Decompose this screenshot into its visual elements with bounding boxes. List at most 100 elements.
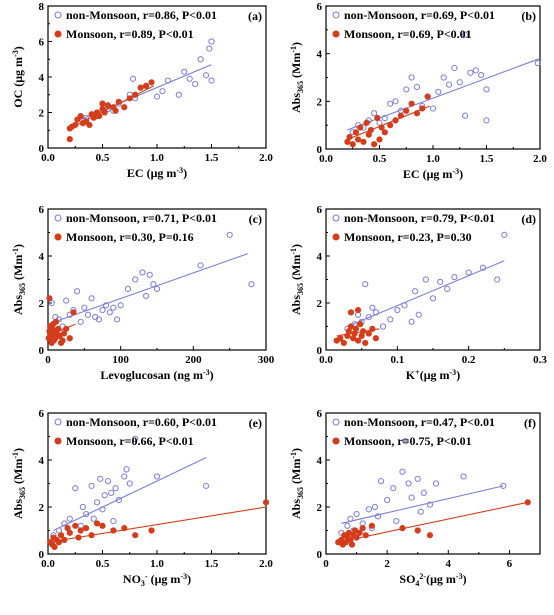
non-monsoon-point <box>99 306 106 314</box>
fit-line <box>341 485 504 524</box>
monsoon-point <box>66 529 73 536</box>
non-monsoon-point <box>465 269 472 276</box>
monsoon-point <box>363 119 370 126</box>
monsoon-point <box>378 124 385 131</box>
monsoon-point <box>413 110 421 117</box>
x-tick-label: 1.0 <box>426 153 440 165</box>
monsoon-point <box>70 309 77 316</box>
monsoon-point <box>262 499 270 506</box>
monsoon-point <box>112 107 119 114</box>
x-tick-label: 0.5 <box>373 153 387 165</box>
y-tick-label: 2 <box>317 96 323 108</box>
x-tick-label: 1.5 <box>205 558 219 570</box>
non-monsoon-point <box>353 510 360 518</box>
non-monsoon-point <box>197 262 204 269</box>
legend-marker <box>54 11 62 19</box>
non-monsoon-point <box>150 281 157 288</box>
non-monsoon-point <box>435 88 442 95</box>
non-monsoon-point <box>208 77 215 84</box>
monsoon-point <box>355 306 362 314</box>
y-tick-label: 2 <box>39 502 45 514</box>
y-axis-title: Abs365 (Mm-1) <box>11 448 27 519</box>
non-monsoon-point <box>81 304 88 311</box>
monsoon-point <box>90 114 97 121</box>
y-tick-label: 0 <box>317 549 323 561</box>
panel-label: (d) <box>521 212 536 226</box>
monsoon-point <box>93 520 101 527</box>
non-monsoon-point <box>192 81 199 88</box>
x-tick-label: 0 <box>323 558 329 570</box>
x-tick-label: 1.5 <box>480 153 494 165</box>
monsoon-point <box>137 84 144 91</box>
non-monsoon-point <box>153 93 161 100</box>
y-tick-label: 2 <box>317 298 323 310</box>
y-axis-title: Abs365 (Mm-1) <box>289 42 305 113</box>
panel-label: (a) <box>248 9 262 23</box>
y-axis-title: Abs365 (Mm-1) <box>11 244 27 315</box>
non-monsoon-point <box>84 311 92 318</box>
monsoon-point <box>132 532 139 539</box>
monsoon-point <box>352 325 360 332</box>
monsoon-point <box>63 325 70 332</box>
fit-line <box>80 64 212 121</box>
y-tick-label: 0 <box>39 345 45 357</box>
monsoon-point <box>362 532 369 539</box>
legend-marker <box>332 437 340 445</box>
chart-panel-f: 0 2 4 6 0 2 4 6 SO42-(μg m-3) Abs365 (Mm-1) (f) non… <box>289 408 541 588</box>
non-monsoon-point <box>139 269 146 276</box>
legend-marker <box>54 214 62 222</box>
non-monsoon-point <box>110 304 117 311</box>
monsoon-point <box>66 335 73 342</box>
monsoon-point <box>399 525 406 532</box>
x-tick-label: 2.0 <box>533 153 547 165</box>
chart-panel-c: 0 100 200 300 0 2 4 6 Levoglucosan (ng m-3) Abs36… <box>11 204 275 382</box>
x-tick-label: 100 <box>112 354 129 366</box>
monsoon-point <box>121 525 128 532</box>
monsoon-point <box>143 82 150 89</box>
y-tick-label: 4 <box>39 251 45 263</box>
non-monsoon-point <box>408 74 415 81</box>
y-tick-label: 0 <box>317 345 323 357</box>
x-axis-title: EC (μg m-3) <box>403 167 463 181</box>
non-monsoon-point <box>61 520 68 527</box>
monsoon-point <box>59 337 66 344</box>
non-monsoon-point <box>108 489 115 496</box>
x-axis-title: SO42-(μg m-3) <box>399 572 466 588</box>
chart-panel-a: 0.0 0.5 1.0 1.5 2.0 0 2 4 6 8 EC (μg m-3) OC (μg m-… <box>11 1 273 180</box>
non-monsoon-point <box>153 473 161 480</box>
non-monsoon-point <box>392 98 399 105</box>
non-monsoon-point <box>143 292 150 300</box>
x-tick-label: 0.3 <box>533 354 547 366</box>
non-monsoon-point <box>365 506 372 513</box>
non-monsoon-point <box>132 435 139 442</box>
non-monsoon-point <box>226 231 233 238</box>
monsoon-point <box>51 543 58 551</box>
non-monsoon-point <box>405 480 412 487</box>
monsoon-point <box>347 323 355 330</box>
non-monsoon-point <box>164 77 171 84</box>
legend-label: non-Monsoon, r=0.69, P<0.01 <box>344 8 495 22</box>
non-monsoon-point <box>402 438 409 445</box>
non-monsoon-point <box>381 114 388 122</box>
x-tick-label: 0.0 <box>41 558 55 570</box>
legend-label: non-Monsoon, r=0.47, P<0.01 <box>344 415 495 429</box>
non-monsoon-point <box>451 274 458 281</box>
panel-label: (c) <box>249 212 262 226</box>
non-monsoon-point <box>387 316 394 323</box>
y-tick-label: 0 <box>39 143 45 155</box>
non-monsoon-point <box>415 311 422 318</box>
y-tick-label: 8 <box>39 1 45 13</box>
non-monsoon-point <box>456 79 463 86</box>
non-monsoon-point <box>494 276 501 283</box>
legend-marker <box>332 418 340 426</box>
non-monsoon-point <box>73 288 81 295</box>
non-monsoon-point <box>124 285 132 292</box>
non-monsoon-point <box>483 86 490 93</box>
non-monsoon-point <box>103 302 110 309</box>
monsoon-point <box>355 136 362 143</box>
monsoon-point <box>77 112 84 120</box>
non-monsoon-point <box>371 110 378 117</box>
x-tick-label: 300 <box>258 354 275 366</box>
legend-label: Monsoon, r=0.66, P<0.01 <box>66 434 194 448</box>
monsoon-point <box>121 104 128 111</box>
